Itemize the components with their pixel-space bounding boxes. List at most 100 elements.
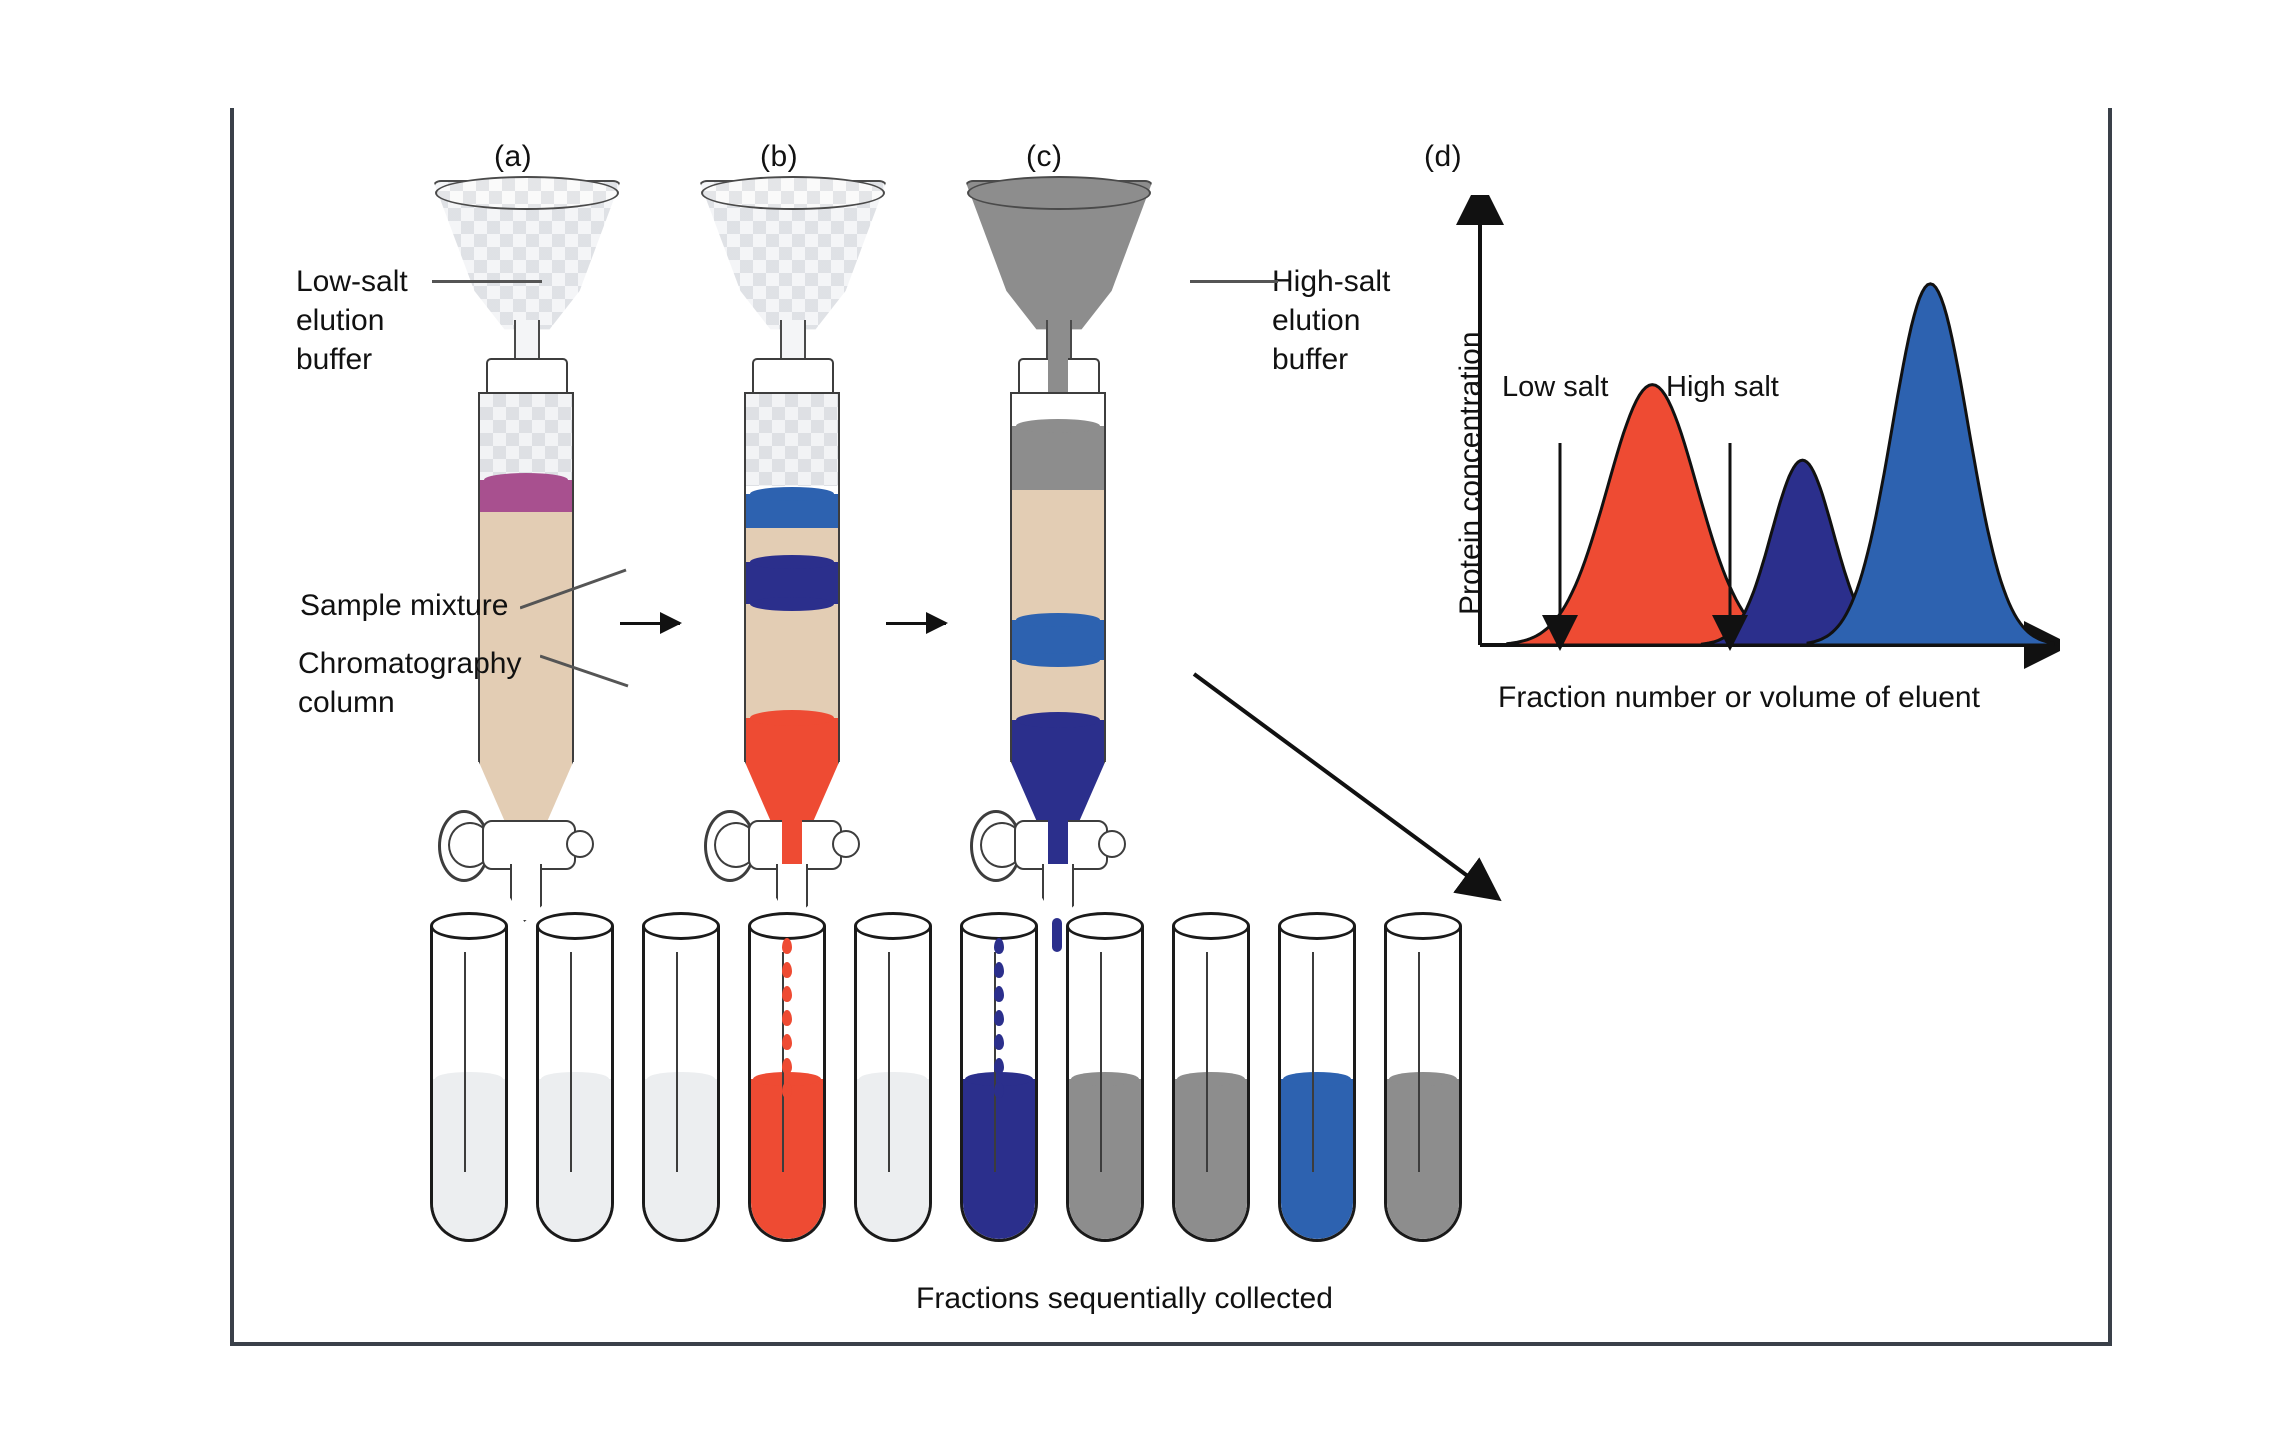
fraction-tube-mouth (1278, 912, 1356, 940)
fraction-tube-body (854, 926, 932, 1242)
stopcock-channel-b (782, 820, 802, 866)
fraction-tube[interactable] (960, 912, 1038, 1242)
buffer-reservoir-b (696, 170, 887, 362)
fraction-tube-body (642, 926, 720, 1242)
flow-arrow-b-to-c (886, 612, 948, 634)
funnel-stem-a (514, 320, 540, 362)
fraction-tube-body (536, 926, 614, 1242)
callout-high-salt-line1: High-salt (1272, 265, 1391, 298)
fraction-tube-fill (433, 1072, 505, 1239)
fraction-tube-highlight (1418, 952, 1420, 1172)
fraction-tube-body (1172, 926, 1250, 1242)
callout-low-salt-line2: elution (296, 304, 385, 337)
fraction-tube-highlight (464, 952, 466, 1172)
eluent-droplet (994, 1058, 1004, 1074)
stopcock-wing-right-a (566, 830, 594, 858)
elution-profile-chart: Low salt High salt Protein concentration… (1440, 177, 2072, 715)
fraction-tube-mouth (960, 912, 1038, 940)
arrow-column-to-fraction (1192, 672, 1502, 902)
eluent-droplet (994, 938, 1004, 954)
callout-low-salt-line3: buffer (296, 343, 373, 376)
panel-label-d: (d) (1424, 140, 1463, 173)
protein-band-red-b (746, 710, 838, 762)
callout-column-line1: Chromatography (298, 647, 522, 680)
fraction-tube[interactable] (430, 912, 508, 1242)
funnel-stem-b (780, 320, 806, 362)
callout-high-salt-buffer: High-salt elution buffer (1272, 262, 1492, 379)
stopcock-channel-c (1048, 820, 1068, 866)
leader-line-high-salt (1190, 280, 1278, 283)
fraction-tube-fill (1175, 1072, 1247, 1239)
fraction-tube[interactable] (642, 912, 720, 1242)
stopcock-wing-right-c (1098, 830, 1126, 858)
frame-right-border (2108, 108, 2112, 1346)
callout-high-salt-line2: elution (1272, 304, 1361, 337)
buffer-reservoir-c (962, 170, 1153, 362)
eluent-droplet (782, 1058, 792, 1074)
eluent-droplet (994, 962, 1004, 978)
leader-line-low-salt (432, 280, 542, 283)
eluent-neck-c (1012, 760, 1104, 826)
eluent-droplet (782, 1010, 792, 1026)
column-neck-b (744, 760, 840, 826)
callout-sample-mixture: Sample mixture (300, 589, 509, 622)
fraction-tube-body (1066, 926, 1144, 1242)
eluent-droplet (782, 938, 792, 954)
fraction-tube[interactable] (1384, 912, 1462, 1242)
fraction-tube-highlight (676, 952, 678, 1172)
fraction-tube-fill (963, 1072, 1035, 1239)
column-tube-a (478, 392, 574, 762)
fraction-tube-highlight (570, 952, 572, 1172)
chart-x-axis-label: Fraction number or volume of eluent (1498, 681, 1980, 714)
buffer-reservoir-a (430, 170, 621, 362)
fraction-tube-highlight (888, 952, 890, 1172)
fraction-tube[interactable] (1278, 912, 1356, 1242)
column-neck-c (1010, 760, 1106, 826)
eluent-droplet (994, 1082, 1004, 1098)
frame-left-border (230, 108, 234, 1346)
fraction-tube-body (1384, 926, 1462, 1242)
column-tube-b (744, 392, 840, 762)
fraction-tube-mouth (854, 912, 932, 940)
fraction-tube-mouth (1172, 912, 1250, 940)
sample-mixture-band-a (480, 473, 572, 521)
panel-label-a: (a) (494, 140, 533, 173)
eluent-droplet (782, 986, 792, 1002)
eluent-droplet (782, 1034, 792, 1050)
funnel-rim-c (967, 176, 1151, 210)
column-neck-a (478, 760, 574, 826)
fraction-tube-mouth (536, 912, 614, 940)
callout-chromatography-column: Chromatography column (298, 644, 521, 722)
panel-label-c: (c) (1026, 140, 1063, 173)
fraction-tube[interactable] (1172, 912, 1250, 1242)
column-tube-c (1010, 392, 1106, 762)
eluent-drop-c (1052, 918, 1062, 952)
funnel-stem-c (1046, 320, 1072, 362)
fraction-tube[interactable] (854, 912, 932, 1242)
chart-annotation-high-salt: High salt (1666, 371, 1779, 403)
eluent-droplet (782, 1082, 792, 1098)
callout-low-salt-buffer: Low-salt elution buffer (296, 262, 496, 379)
eluent-neck-b (746, 760, 838, 826)
fraction-tube-fill (539, 1072, 611, 1239)
eluent-droplet (994, 986, 1004, 1002)
resin-bed-a (480, 512, 572, 762)
fraction-tube-body (748, 926, 826, 1242)
panel-label-b: (b) (760, 140, 799, 173)
eluent-droplet (994, 1034, 1004, 1050)
fraction-tube-mouth (748, 912, 826, 940)
fraction-tube[interactable] (1066, 912, 1144, 1242)
fraction-tube-mouth (642, 912, 720, 940)
fraction-tube-highlight (1100, 952, 1102, 1172)
fraction-tube-body (1278, 926, 1356, 1242)
resin-bed-neck-a (480, 760, 572, 826)
fraction-tube[interactable] (748, 912, 826, 1242)
fraction-tube[interactable] (536, 912, 614, 1242)
fraction-tube-fill (1387, 1072, 1459, 1239)
flow-arrow-a-to-b (620, 612, 682, 634)
stopcock-body-a[interactable] (482, 820, 576, 870)
fraction-tube-fill (751, 1072, 823, 1239)
protein-band-navy-c (1012, 712, 1104, 762)
figure-caption: Fractions sequentially collected (916, 1282, 1333, 1315)
leader-line-sample-mixture (520, 568, 627, 610)
